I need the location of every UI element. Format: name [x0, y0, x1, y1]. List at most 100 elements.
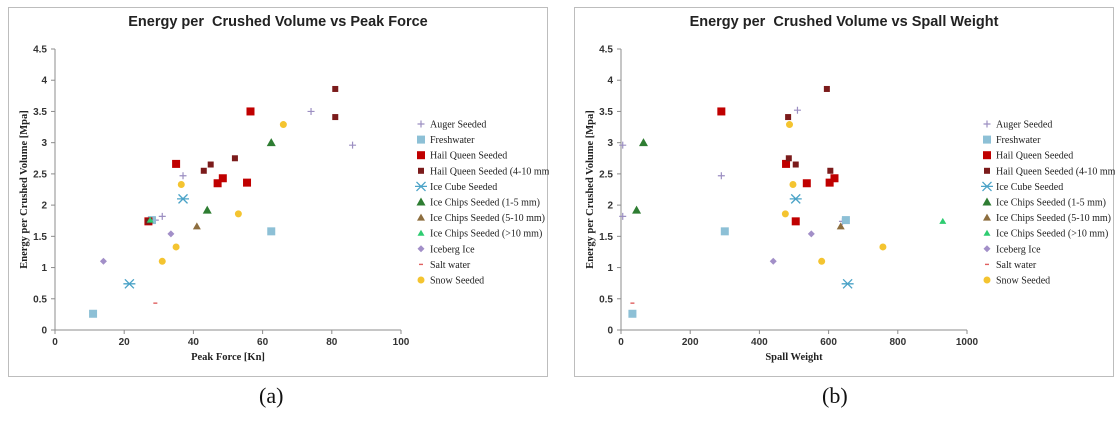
series-auger-seeded	[619, 106, 846, 225]
data-point	[879, 243, 887, 251]
data-point	[791, 217, 800, 226]
legend-marker	[983, 245, 991, 253]
legend-label: Snow Seeded	[430, 276, 484, 287]
data-point	[841, 278, 854, 289]
data-point	[231, 155, 238, 162]
x-tick-label: 600	[820, 337, 837, 348]
series-iceberg-ice	[99, 230, 175, 265]
series-freshwater	[89, 216, 276, 318]
legend-label: Ice Cube Seeded	[996, 182, 1063, 193]
data-point	[619, 212, 627, 220]
data-point	[717, 107, 726, 116]
data-point	[827, 167, 834, 174]
legend-label: Ice Cube Seeded	[430, 182, 497, 193]
chart-title-b: Energy per Crushed Volume vs Spall Weigh…	[689, 14, 999, 30]
legend-item-ice-chips-seeded-10-mm: Ice Chips Seeded (>10 mm)	[983, 229, 1108, 240]
legend-marker	[983, 213, 991, 221]
legend-label: Auger Seeded	[996, 120, 1052, 131]
data-point	[167, 230, 175, 238]
data-point	[243, 178, 252, 187]
data-point	[307, 107, 315, 115]
scatter-plot-a: 0 0.5 1 1.5 2 2.5 3 3.5 4 4.5 0 20 40 60 80 100 Peak For…	[19, 45, 549, 364]
caption-a: (a)	[259, 383, 284, 408]
x-tick-label: 800	[889, 337, 906, 348]
legend-marker	[417, 213, 425, 221]
data-point	[823, 85, 830, 92]
legend-marker	[416, 197, 426, 206]
series-ice-cube-seeded	[789, 193, 854, 289]
legend-marker	[981, 181, 993, 192]
data-point	[638, 138, 648, 147]
legend-label: Auger Seeded	[430, 120, 486, 131]
data-point	[802, 179, 811, 188]
y-tick-label: 4	[41, 76, 47, 87]
legend-label: Hail Queen Seeded	[430, 151, 507, 162]
series-ice-chips-seeded-10-mm	[939, 217, 947, 224]
legend-label: Ice Chips Seeded (5-10 mm)	[996, 213, 1111, 224]
data-point	[717, 172, 725, 180]
data-point	[785, 155, 792, 162]
data-point	[782, 159, 791, 168]
legend-marker	[983, 276, 991, 284]
data-point	[158, 257, 166, 265]
legend-marker	[982, 197, 992, 206]
x-tick-label: 400	[751, 337, 768, 348]
y-tick-label: 0.5	[599, 294, 613, 305]
data-points	[89, 85, 357, 318]
x-axis-title: Peak Force [Kn]	[191, 352, 265, 363]
legend-item-freshwater: Freshwater	[417, 135, 475, 146]
y-tick-label: 1.5	[599, 232, 613, 243]
y-tick-label: 1.5	[33, 232, 47, 243]
legend-item-hail-queen-seeded: Hail Queen Seeded	[983, 151, 1073, 162]
y-tick-label: 0.5	[33, 294, 47, 305]
legend-marker	[417, 135, 425, 144]
y-tick-label: 0	[607, 326, 613, 337]
data-point	[789, 181, 797, 189]
y-tick-label: 3	[607, 138, 613, 149]
x-tick-label: 80	[326, 337, 338, 348]
legend: Auger Seeded Freshwater Hail Queen Seeded H…	[415, 120, 549, 287]
y-tick-label: 4.5	[33, 45, 47, 56]
chart-panel-a: Energy per Crushed Volume vs Peak Force …	[8, 7, 549, 377]
legend-label: Ice Chips Seeded (5-10 mm)	[430, 213, 545, 224]
series-ice-chips-seeded-10-mm	[146, 216, 154, 223]
data-point	[818, 257, 826, 265]
legend-marker	[417, 276, 425, 284]
data-point	[207, 161, 214, 168]
data-point	[332, 114, 339, 121]
data-point	[89, 309, 98, 318]
y-tick-label: 4	[607, 76, 613, 87]
data-point	[146, 216, 154, 223]
legend-item-ice-chips-seeded-1-5-mm: Ice Chips Seeded (1-5 mm)	[982, 197, 1106, 209]
axes: 0 0.5 1 1.5 2 2.5 3 3.5 4 4.5 0 20 40 60 80 100	[33, 45, 410, 349]
series-hail-queen-seeded	[717, 107, 839, 226]
legend-item-iceberg-ice: Iceberg Ice	[417, 244, 475, 255]
legend-item-auger-seeded: Auger Seeded	[983, 120, 1052, 131]
data-point	[769, 257, 777, 265]
legend-marker	[983, 135, 991, 144]
data-point	[213, 179, 222, 188]
legend-item-ice-cube-seeded: Ice Cube Seeded	[981, 181, 1063, 193]
legend-item-ice-chips-seeded-10-mm: Ice Chips Seeded (>10 mm)	[417, 229, 542, 240]
series-ice-chips-seeded-5-10-mm	[836, 222, 845, 230]
caption-b: (b)	[822, 383, 848, 408]
y-tick-label: 0	[41, 326, 47, 337]
data-point	[158, 212, 166, 220]
x-tick-label: 20	[119, 337, 131, 348]
data-point	[177, 181, 185, 189]
y-tick-label: 1	[41, 263, 47, 274]
data-point	[632, 205, 642, 214]
legend: Auger Seeded Freshwater Hail Queen Seeded H…	[981, 120, 1115, 287]
series-iceberg-ice	[769, 230, 815, 265]
data-point	[628, 309, 637, 318]
legend-marker	[984, 167, 990, 174]
scatter-plot-b: 0 0.5 1 1.5 2 2.5 3 3.5 4 4.5 0 200 400 600 800 1000 Spa…	[585, 45, 1115, 364]
data-point	[266, 138, 276, 147]
legend-item-hail-queen-seeded-4-10-mm: Hail Queen Seeded (4-10 mm)	[984, 166, 1115, 177]
y-tick-label: 2	[607, 201, 613, 212]
y-tick-label: 2	[41, 201, 47, 212]
data-point	[218, 174, 227, 183]
data-point	[841, 216, 850, 225]
y-tick-label: 4.5	[599, 45, 613, 56]
legend-marker	[417, 245, 425, 253]
